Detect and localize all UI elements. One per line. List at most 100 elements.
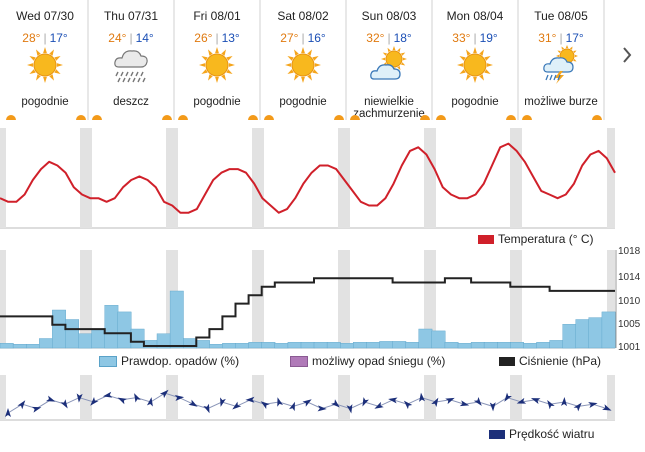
night-band — [607, 250, 615, 348]
next-days-arrow[interactable] — [618, 40, 636, 70]
rain-cloud-icon — [114, 50, 148, 83]
wind-arrow — [60, 399, 68, 409]
night-band — [338, 250, 350, 348]
temp-separator: | — [473, 31, 477, 45]
night-band — [252, 128, 264, 228]
precip-bar — [405, 342, 420, 349]
legend-precip-label: Prawdop. opadów (%) — [121, 354, 240, 368]
precip-bar — [536, 342, 551, 349]
sunrise-marker — [178, 115, 188, 120]
wind-arrow — [374, 401, 384, 409]
sun-icon — [199, 47, 235, 83]
temp-separator: | — [387, 31, 391, 45]
wind-arrow — [277, 397, 284, 407]
wind-arrow — [31, 406, 42, 413]
precip-bar — [78, 333, 93, 349]
precip-bar — [431, 330, 446, 349]
wind-arrow — [289, 401, 295, 412]
day-column: Tue 08/05 31° | 17° możliwe burze — [518, 0, 604, 128]
precip-bar — [575, 319, 590, 349]
precip-bar — [104, 305, 119, 349]
sun-icon — [285, 47, 321, 83]
sunset-marker — [334, 115, 344, 120]
wind-arrow — [459, 400, 470, 407]
wind-arrow — [331, 399, 340, 408]
precip-bar — [392, 341, 407, 349]
legend-wind: Prędkość wiatru — [489, 427, 594, 441]
sunset-marker — [592, 115, 602, 120]
legend-pressure-label: Ciśnienie (hPa) — [519, 354, 602, 368]
precip-bar — [39, 338, 53, 349]
day-column: Mon 08/04 33° | 19° pogodnie — [432, 0, 518, 128]
night-band — [166, 375, 178, 420]
wind-arrow — [547, 400, 555, 410]
night-band — [252, 250, 264, 348]
precip-bar — [52, 309, 66, 349]
sunrise-marker — [92, 115, 102, 120]
wind-arrow — [45, 395, 56, 402]
day-date: Mon 08/04 — [446, 9, 504, 23]
temp-min: 16° — [307, 31, 326, 45]
day-temps: 33° | 19° — [432, 31, 518, 45]
day-description: możliwe burze — [524, 96, 598, 108]
precip-bar — [457, 343, 472, 349]
temp-min: 13° — [221, 31, 240, 45]
wind-arrow — [232, 401, 242, 410]
day-date: Tue 08/05 — [534, 9, 588, 23]
wind-arrow — [602, 404, 612, 411]
precip-swatch — [99, 356, 117, 368]
storm-icon — [543, 45, 578, 84]
sunset-marker — [248, 115, 258, 120]
night-band — [0, 250, 6, 348]
legend-precip: Prawdop. opadów (%) — [99, 354, 239, 368]
wind-arrow — [134, 393, 141, 403]
wind-arrow — [573, 402, 582, 412]
precip-bar — [588, 317, 603, 349]
night-band — [80, 128, 92, 228]
wind-arrow — [174, 395, 185, 402]
wind-arrow — [431, 397, 439, 407]
night-band — [338, 375, 350, 420]
wind-arrow — [159, 389, 169, 399]
legend-temperature-label: Temperatura (° C) — [498, 232, 594, 246]
temp-min: 17° — [49, 31, 68, 45]
precip-bar — [248, 342, 263, 349]
wind-arrow — [388, 397, 398, 404]
precip-bar — [523, 343, 538, 349]
precip-bar — [274, 343, 289, 349]
sunset-marker — [162, 115, 172, 120]
pressure-axis-label: 1010 — [618, 296, 641, 307]
day-date: Sat 08/02 — [277, 9, 329, 23]
day-description: pogodnie — [451, 96, 499, 108]
precip-bar — [287, 342, 302, 349]
pressure-axis-label: 1018 — [618, 246, 641, 257]
temp-separator: | — [43, 31, 47, 45]
wind-arrow — [220, 397, 226, 407]
day-description: niewielkie zachmurzenie — [353, 96, 425, 120]
temp-max: 24° — [108, 31, 127, 45]
precip-bar — [26, 344, 40, 349]
sunrise-marker — [522, 115, 532, 120]
legend-snow: możliwy opad śniegu (%) — [290, 354, 445, 368]
day-column: Fri 08/01 26° | 13° pogodnie — [174, 0, 260, 128]
precip-bar — [196, 340, 210, 349]
precip-bar — [340, 343, 354, 349]
day-description: pogodnie — [21, 96, 69, 108]
night-band — [424, 375, 436, 420]
wind-arrow — [17, 400, 26, 410]
sunrise-marker — [350, 115, 360, 120]
wind-arrow — [473, 397, 482, 406]
wind-arrow — [516, 397, 527, 404]
wind-arrow — [203, 403, 210, 414]
temp-max: 28° — [22, 31, 41, 45]
pressure-line — [0, 277, 615, 347]
wind-arrow — [245, 396, 255, 403]
wind-arrow — [317, 405, 327, 412]
day-description: deszcz — [113, 96, 149, 108]
day-description: pogodnie — [193, 96, 241, 108]
temp-max: 32° — [366, 31, 385, 45]
night-band — [510, 375, 522, 420]
precip-bar — [366, 342, 380, 349]
night-band — [510, 128, 522, 228]
